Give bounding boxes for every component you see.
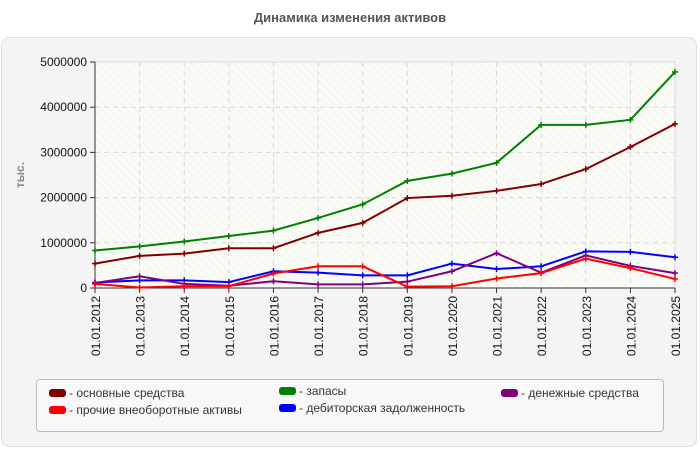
legend-swatch	[49, 389, 66, 397]
svg-text:4000000: 4000000	[40, 100, 87, 114]
y-axis-ticks: 0 1000000 2000000 3000000 4000000 5000000	[40, 55, 95, 295]
grid-lines	[95, 61, 676, 288]
svg-text:2000000: 2000000	[40, 191, 87, 205]
svg-text:01.01.2021: 01.01.2021	[491, 296, 505, 356]
svg-text:01.01.2018: 01.01.2018	[357, 296, 371, 356]
svg-text:01.01.2015: 01.01.2015	[223, 296, 237, 356]
svg-text:01.01.2017: 01.01.2017	[312, 296, 326, 356]
svg-text:0: 0	[80, 281, 87, 295]
svg-text:01.01.2023: 01.01.2023	[580, 296, 594, 356]
y-axis-label: тыс.	[13, 162, 27, 188]
legend-item-fixed-assets[interactable]: - основные средства	[49, 386, 184, 400]
legend: - основные средства - прочие внеоборотны…	[36, 379, 664, 432]
legend-swatch	[279, 387, 296, 395]
series-line	[92, 120, 678, 267]
svg-text:3000000: 3000000	[40, 145, 87, 159]
svg-text:01.01.2022: 01.01.2022	[535, 296, 549, 356]
svg-text:01.01.2014: 01.01.2014	[178, 296, 192, 356]
plot-area	[94, 61, 676, 289]
legend-item-other-noncurrent-assets[interactable]: - прочие внеоборотные активы	[49, 403, 242, 417]
svg-text:01.01.2020: 01.01.2020	[446, 296, 460, 356]
svg-text:01.01.2012: 01.01.2012	[89, 296, 103, 356]
legend-swatch	[501, 389, 518, 397]
svg-text:01.01.2016: 01.01.2016	[267, 296, 281, 356]
legend-item-cash[interactable]: - денежные средства	[501, 386, 639, 400]
svg-text:5000000: 5000000	[40, 55, 87, 69]
svg-text:01.01.2024: 01.01.2024	[624, 296, 638, 356]
line-chart: 0 1000000 2000000 3000000 4000000 5000000 01.…	[13, 55, 683, 356]
svg-text:01.01.2019: 01.01.2019	[401, 296, 415, 356]
series-line	[92, 255, 678, 291]
legend-swatch	[49, 406, 66, 414]
chart-title: Динамика изменения активов	[253, 10, 447, 25]
svg-text:01.01.2013: 01.01.2013	[134, 296, 148, 356]
x-axis-ticks: 01.01.2012 01.01.2013 01.01.2014 01.01.2015…	[89, 288, 683, 356]
legend-item-inventory[interactable]: - запасы	[279, 384, 346, 398]
data-series	[92, 68, 678, 291]
legend-swatch	[279, 404, 296, 412]
legend-item-receivables[interactable]: - дебиторская задолженность	[279, 401, 465, 415]
svg-text:1000000: 1000000	[40, 236, 87, 250]
series-line	[92, 68, 678, 254]
svg-text:01.01.2025: 01.01.2025	[669, 296, 683, 356]
